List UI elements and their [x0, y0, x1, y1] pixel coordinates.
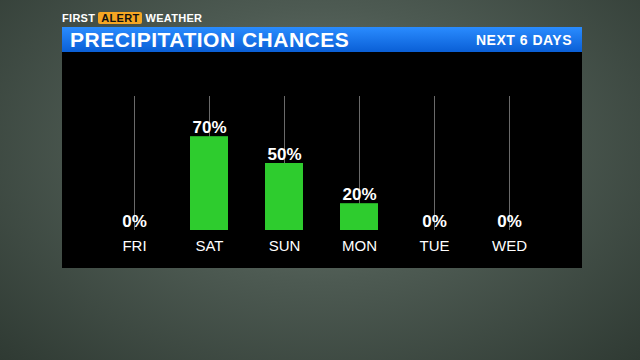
svg-text:TUE: TUE [420, 237, 450, 254]
html-text:FIRST: FIRST [62, 12, 96, 24]
svg-text:MON: MON [342, 237, 377, 254]
svg-text:20%: 20% [342, 185, 376, 204]
svg-text:WED: WED [492, 237, 527, 254]
svg-text:SAT: SAT [195, 237, 223, 254]
svg-text:SUN: SUN [269, 237, 301, 254]
svg-text:0%: 0% [122, 212, 147, 231]
svg-text:FRI: FRI [122, 237, 146, 254]
html-text:WEATHER: WEATHER [145, 12, 203, 24]
html-text:PRECIPITATION CHANCES: PRECIPITATION CHANCES [70, 27, 350, 51]
svg-text:70%: 70% [192, 118, 226, 137]
svg-text:0%: 0% [422, 212, 447, 231]
svg-text:50%: 50% [267, 145, 301, 164]
html-text:NEXT 6 DAYS: NEXT 6 DAYS [476, 31, 572, 48]
html-text:ALERT: ALERT [101, 12, 140, 24]
svg-text:0%: 0% [497, 212, 522, 231]
